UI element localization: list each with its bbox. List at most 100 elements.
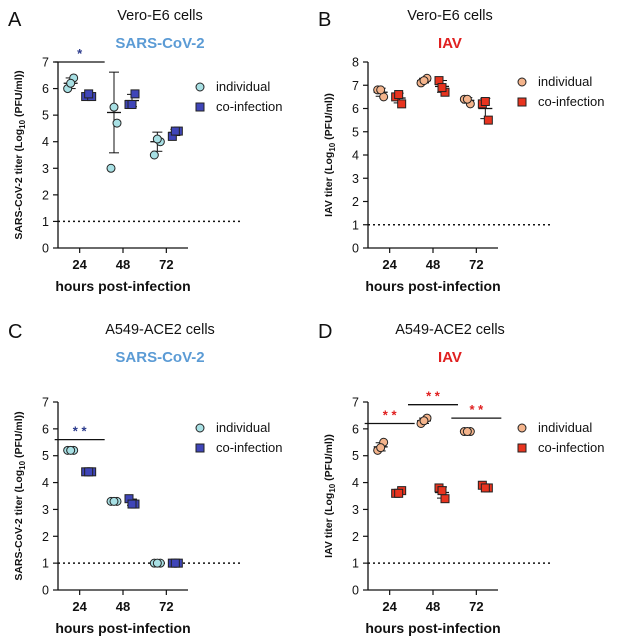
data-point-individual — [462, 427, 472, 437]
y-tick-label: 3 — [352, 172, 359, 186]
legend-label-individual: individual — [538, 74, 592, 89]
data-point-coinfection — [437, 486, 447, 496]
x-tick-label: 48 — [116, 599, 130, 614]
x-axis-label: hours post-infection — [365, 620, 500, 636]
data-point-coinfection — [170, 126, 180, 136]
legend-label-individual: individual — [216, 79, 270, 94]
x-tick-label: 72 — [159, 257, 173, 272]
legend-label-individual: individual — [538, 420, 592, 435]
y-label-main: IAV titer (Log — [323, 493, 335, 558]
y-tick-label: 8 — [352, 56, 359, 70]
panel-C: C A549-ACE2 cells SARS-CoV-2 0 1 2 3 4 5 6 7 24 48 72… — [8, 321, 282, 636]
y-tick-label: 3 — [42, 162, 49, 176]
data-point-individual — [152, 134, 162, 144]
significance-label: * * — [73, 424, 88, 439]
y-tick-label: 2 — [42, 530, 49, 544]
data-point-individual — [109, 102, 119, 112]
significance-label: * * — [426, 389, 441, 404]
x-tick-label: 24 — [72, 257, 87, 272]
y-label-subscript: 10 — [328, 142, 337, 151]
data-point-individual — [462, 94, 472, 104]
data-point-coinfection — [130, 89, 140, 99]
y-tick-label: 2 — [42, 188, 49, 202]
y-label-subscript: 10 — [328, 483, 337, 492]
data-point-coinfection — [84, 89, 94, 99]
y-label-end: (PFU/ml)) — [13, 411, 25, 461]
y-label-main: SARS-CoV-2 titer (Log — [13, 470, 25, 581]
data-point-coinfection — [394, 90, 404, 100]
panel-subtitle: SARS-CoV-2 — [115, 35, 204, 52]
y-label-main: SARS-CoV-2 titer (Log — [13, 129, 25, 240]
panel-subtitle: SARS-CoV-2 — [115, 349, 204, 366]
panel-title: Vero-E6 cells — [117, 8, 202, 24]
y-tick-label: 5 — [42, 109, 49, 123]
legend-marker-individual — [195, 82, 205, 92]
y-tick-label: 4 — [352, 149, 359, 163]
y-tick-label: 1 — [42, 557, 49, 571]
y-tick-label: 5 — [42, 449, 49, 463]
y-tick-label: 0 — [352, 242, 359, 256]
data-point-coinfection — [437, 83, 447, 93]
y-axis-label: SARS-CoV-2 titer (Log10 (PFU/ml)) — [13, 411, 27, 580]
legend-marker-coinfection — [517, 97, 527, 107]
y-axis-label: SARS-CoV-2 titer (Log10 (PFU/ml)) — [13, 70, 27, 239]
data-point-coinfection — [397, 99, 407, 109]
data-point-individual — [152, 558, 162, 568]
significance-label: * * — [469, 402, 484, 417]
x-axis-label: hours post-infection — [55, 620, 190, 636]
data-point-coinfection — [170, 558, 180, 568]
y-tick-label: 7 — [352, 396, 359, 410]
data-point-individual — [376, 443, 386, 453]
y-label-subscript: 10 — [18, 460, 27, 469]
x-tick-label: 48 — [116, 257, 130, 272]
legend-marker-individual — [517, 77, 527, 87]
panel-subtitle: IAV — [438, 35, 462, 52]
y-tick-label: 0 — [352, 584, 359, 598]
panel-letter: B — [318, 9, 331, 31]
y-tick-label: 1 — [352, 557, 359, 571]
panel-title: A549-ACE2 cells — [105, 322, 215, 338]
data-point-coinfection — [480, 97, 490, 107]
y-label-subscript: 10 — [18, 119, 27, 128]
data-point-individual — [109, 496, 119, 506]
y-label-end: (PFU/ml)) — [323, 434, 335, 484]
panel-title: Vero-E6 cells — [407, 8, 492, 24]
legend-label-coinfection: co-infection — [216, 440, 282, 455]
y-tick-label: 6 — [42, 82, 49, 96]
legend-marker-coinfection — [195, 443, 205, 453]
data-point-coinfection — [480, 483, 490, 493]
data-point-individual — [66, 445, 76, 455]
x-axis-label: hours post-infection — [55, 278, 190, 294]
y-tick-label: 5 — [352, 449, 359, 463]
y-tick-label: 3 — [352, 503, 359, 517]
y-tick-label: 7 — [352, 79, 359, 93]
legend-marker-individual — [517, 423, 527, 433]
y-tick-label: 3 — [42, 503, 49, 517]
y-tick-label: 7 — [42, 56, 49, 70]
data-point-individual — [66, 78, 76, 88]
significance-label: * * — [383, 407, 398, 422]
panel-letter: A — [8, 9, 22, 31]
legend-label-coinfection: co-infection — [216, 99, 282, 114]
panel-letter: C — [8, 321, 22, 343]
x-tick-label: 24 — [72, 599, 87, 614]
legend-label-individual: individual — [216, 420, 270, 435]
legend-marker-coinfection — [517, 443, 527, 453]
y-label-end: (PFU/ml)) — [13, 70, 25, 120]
data-point-individual — [419, 416, 429, 426]
x-tick-label: 72 — [469, 599, 483, 614]
x-tick-label: 72 — [159, 599, 173, 614]
x-tick-label: 48 — [426, 257, 440, 272]
legend-label-coinfection: co-infection — [538, 440, 604, 455]
data-point-coinfection — [394, 488, 404, 498]
legend-marker-individual — [195, 423, 205, 433]
panel-letter: D — [318, 321, 332, 343]
y-tick-label: 0 — [42, 584, 49, 598]
data-point-coinfection — [127, 100, 137, 110]
data-point-individual — [376, 85, 386, 95]
data-point-coinfection — [440, 494, 450, 504]
y-axis-label: IAV titer (Log10 (PFU/ml)) — [323, 93, 337, 217]
y-label-end: (PFU/ml)) — [323, 93, 335, 143]
panel-title: A549-ACE2 cells — [395, 322, 505, 338]
